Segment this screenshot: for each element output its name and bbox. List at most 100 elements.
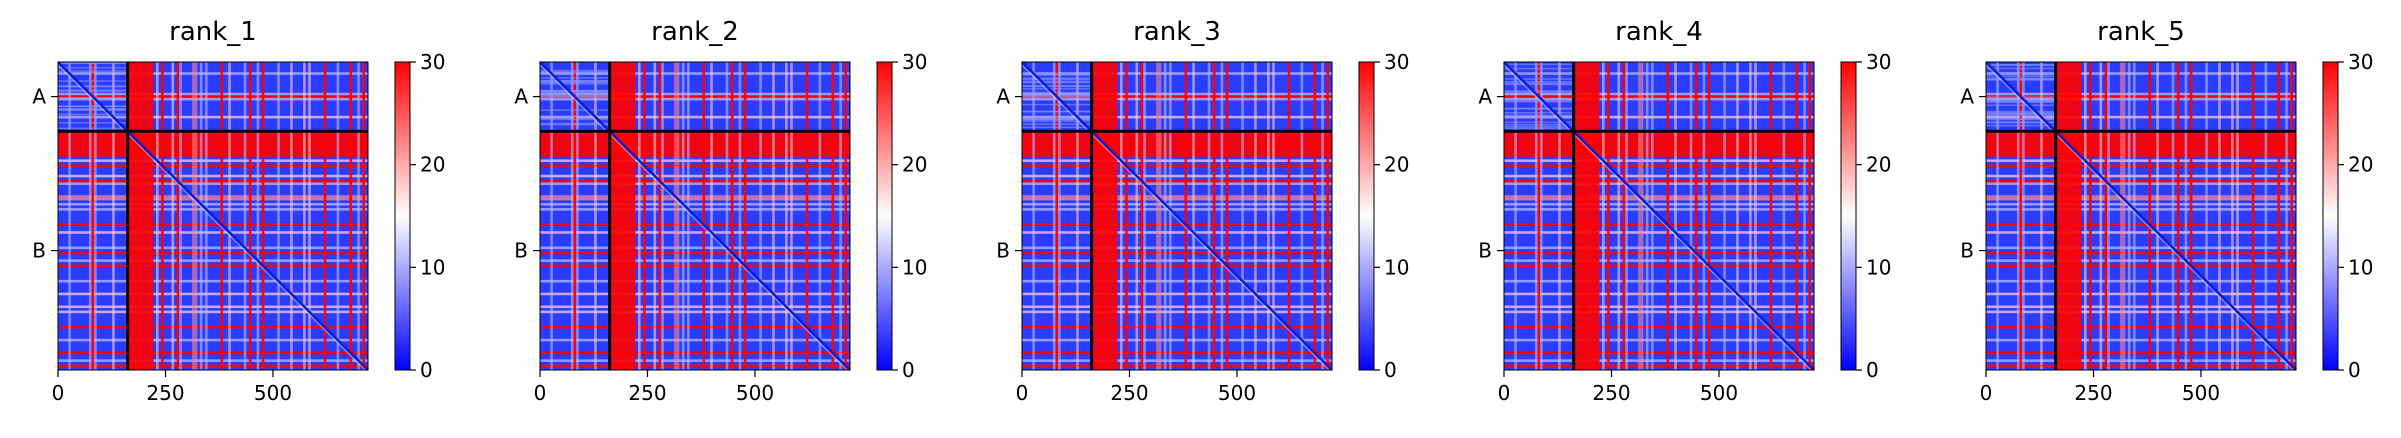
heatmap-row-stripe <box>540 92 850 96</box>
heatmap-texture <box>1986 124 2056 127</box>
heatmap-row-stripe <box>540 231 850 234</box>
heatmap-row-stripe <box>1986 351 2296 355</box>
heatmap-row-stripe <box>58 115 368 119</box>
heatmap-row-stripe <box>1022 326 1332 329</box>
heatmap-col-stripe <box>638 62 641 370</box>
heatmap-texture <box>1022 110 1092 113</box>
heatmap-col-stripe <box>573 62 577 370</box>
heatmap-col-stripe <box>2133 62 2136 370</box>
heatmap-row-stripe <box>540 146 850 150</box>
heatmap-row-stripe <box>58 174 368 178</box>
heatmap-col-stripe <box>2285 62 2288 370</box>
heatmap-texture <box>1022 85 1092 88</box>
heatmap-col-stripe <box>1135 62 1139 370</box>
heatmap-col-stripe <box>2040 62 2043 370</box>
heatmap-col-stripe <box>156 62 159 370</box>
heatmap-diagonal <box>57 61 369 371</box>
heatmap-col-stripe <box>2060 62 2064 370</box>
heatmap-col-stripe <box>2063 62 2066 370</box>
heatmap-frame <box>1985 61 2297 371</box>
colorbar-tick-label: 10 <box>1866 255 1891 279</box>
y-tick-label: A <box>1478 85 1492 109</box>
heatmap-col-stripe <box>261 62 265 370</box>
heatmap-row-stripe <box>1504 133 1814 137</box>
heatmap-row-stripe <box>1504 292 1814 296</box>
colorbar-tick-label: 30 <box>1384 50 1409 74</box>
heatmap-row-stripe <box>540 144 850 147</box>
heatmap-texture <box>1504 63 1574 66</box>
heatmap-texture <box>1504 124 1574 126</box>
heatmap-col-stripe <box>2251 62 2255 370</box>
heatmap-row-stripe <box>1504 174 1814 178</box>
x-tick-label: 500 <box>736 381 774 405</box>
heatmap-row-stripe <box>1022 338 1332 342</box>
heatmap-col-stripe <box>661 62 664 370</box>
heatmap-texture <box>1504 101 1574 103</box>
heatmap-col-stripe <box>2120 62 2123 370</box>
heatmap-col-stripe <box>2107 62 2110 370</box>
heatmap-col-stripe <box>256 62 260 370</box>
heatmap-col-stripe <box>2019 62 2023 370</box>
heatmap-col-stripe <box>1267 62 1270 370</box>
heatmap-col-stripe <box>2022 62 2025 370</box>
heatmap-row-stripe <box>58 292 368 296</box>
heatmap-row-stripe <box>1504 310 1814 314</box>
heatmap-texture <box>540 122 610 125</box>
heatmap-row-stripe <box>1504 259 1814 262</box>
heatmap-col-stripe <box>1607 62 1610 370</box>
heatmap-row-stripe <box>1504 97 1814 101</box>
heatmap-col-stripe <box>1576 62 1579 370</box>
heatmap-col-stripe <box>676 62 680 370</box>
heatmap-col-stripe <box>1272 62 1275 370</box>
heatmap-row-stripe <box>540 208 850 211</box>
heatmap-row-stripe <box>1986 174 2296 178</box>
heatmap-col-stripe <box>135 62 138 370</box>
colorbar-tick-label: 0 <box>2348 358 2361 382</box>
heatmap-row-stripe <box>1504 351 1814 355</box>
heatmap-texture <box>1022 115 1092 118</box>
heatmap-row-stripe <box>1022 195 1332 198</box>
heatmap-col-stripe <box>1140 62 1144 370</box>
heatmap-row-stripe <box>540 95 850 98</box>
heatmap-col-stripe <box>357 62 360 370</box>
heatmap-texture <box>540 77 610 79</box>
heatmap-frame <box>1503 61 1815 371</box>
heatmap-row-stripe <box>1986 97 2296 101</box>
y-tick-label: A <box>514 85 528 109</box>
heatmap-row-stripe <box>540 141 850 145</box>
colorbar-tick-label: 20 <box>1384 153 1409 177</box>
heatmap-col-stripe <box>112 62 115 370</box>
heatmap-texture <box>58 85 128 87</box>
heatmap-diagonal-edge <box>1503 64 1812 371</box>
heatmap-texture <box>58 90 128 92</box>
heatmap-row-stripe <box>1986 141 2296 145</box>
heatmap-col-stripe <box>1254 62 1257 370</box>
heatmap-row-stripe <box>1504 144 1814 147</box>
heatmap-texture <box>1504 98 1574 100</box>
heatmap-col-stripe <box>658 62 662 370</box>
heatmap-row-stripe <box>1022 351 1332 355</box>
heatmap-col-stripe <box>1540 62 1543 370</box>
heatmap-row-stripe <box>1022 310 1332 314</box>
heatmap-row-stripe <box>1986 154 2296 157</box>
heatmap-texture <box>1986 77 2056 80</box>
heatmap-row-stripe <box>1022 174 1332 178</box>
heatmap-col-stripe <box>622 62 626 370</box>
colorbar-tick-label: 0 <box>902 358 915 382</box>
heatmap-texture <box>1022 116 1092 119</box>
heatmap-row-stripe <box>1022 208 1332 211</box>
x-tick-label: 250 <box>628 381 666 405</box>
heatmap-texture <box>1504 116 1574 119</box>
heatmap-col-stripe <box>1583 62 1587 370</box>
heatmap-col-stripe <box>1192 62 1195 370</box>
heatmap-row-stripe <box>540 149 850 152</box>
colorbar-tick-label: 30 <box>420 50 445 74</box>
y-tick-label: B <box>1478 239 1492 263</box>
heatmap-row-stripe <box>1986 92 2296 96</box>
heatmap-col-stripe <box>839 62 842 370</box>
heatmap-texture <box>1504 99 1574 102</box>
heatmap-texture <box>58 67 128 69</box>
heatmap-row-stripe <box>1022 154 1332 157</box>
heatmap-col-stripe <box>1640 62 1644 370</box>
heatmap-row-stripe <box>58 351 368 355</box>
